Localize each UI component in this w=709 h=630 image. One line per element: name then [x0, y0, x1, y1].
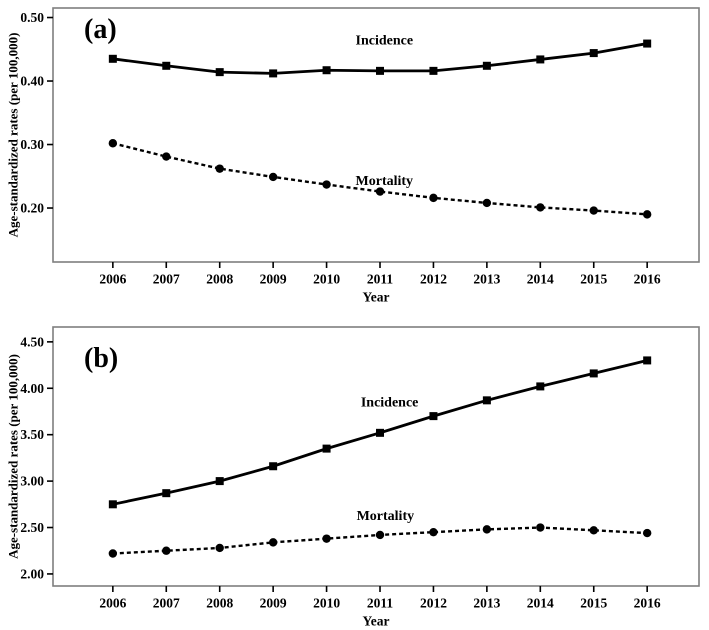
mortality-marker	[482, 198, 492, 208]
mortality-marker	[108, 549, 118, 558]
mortality-marker	[162, 546, 171, 555]
incidence-marker	[215, 477, 224, 486]
incidence-marker	[376, 428, 385, 437]
mortality-marker	[642, 528, 652, 538]
incidence-marker	[269, 69, 278, 78]
mortality-marker	[108, 139, 118, 148]
mortality-marker	[536, 523, 545, 532]
y-axis-title: Age-standardized rates (per 100,000)	[6, 33, 21, 238]
incidence-marker	[589, 369, 598, 378]
mortality-label: Mortality	[357, 509, 415, 524]
panel-letter: (b)	[84, 343, 118, 374]
x-tick-label: 2015	[580, 272, 607, 287]
x-tick-label: 2006	[99, 272, 126, 287]
panel-letter: (a)	[84, 14, 117, 45]
y-axis-title: Age-standardized rates (per 100,000)	[6, 354, 21, 559]
incidence-marker	[162, 489, 171, 498]
incidence-label: Incidence	[361, 396, 419, 411]
y-tick-label: 2.50	[20, 520, 44, 535]
incidence-marker	[482, 61, 491, 70]
incidence-marker	[536, 382, 545, 391]
mortality-marker	[642, 210, 652, 219]
x-tick-label: 2016	[634, 272, 661, 287]
incidence-marker	[162, 61, 171, 70]
plot-area-border	[52, 7, 700, 263]
mortality-marker	[589, 206, 598, 215]
mortality-marker	[215, 164, 224, 173]
mortality-marker	[375, 187, 385, 196]
x-tick-label: 2015	[580, 596, 607, 611]
mortality-marker	[429, 527, 438, 537]
x-axis-title: Year	[363, 290, 390, 305]
incidence-marker	[429, 66, 438, 75]
x-tick-label: 2008	[206, 272, 233, 287]
plot-area-border	[52, 326, 700, 587]
x-tick-label: 2008	[206, 596, 233, 611]
incidence-marker	[482, 396, 491, 405]
y-tick-label: 4.00	[20, 381, 44, 396]
x-tick-label: 2007	[153, 272, 180, 287]
x-tick-label: 2011	[367, 272, 394, 287]
incidence-marker	[108, 500, 117, 509]
x-tick-label: 2014	[527, 272, 554, 287]
mortality-marker	[589, 526, 598, 535]
x-tick-label: 2014	[527, 596, 554, 611]
mortality-marker	[215, 543, 224, 553]
x-tick-label: 2016	[634, 596, 661, 611]
x-tick-label: 2009	[260, 596, 287, 611]
incidence-marker	[322, 66, 331, 75]
incidence-marker	[322, 444, 331, 453]
x-tick-label: 2010	[313, 272, 340, 287]
x-axis-title: Year	[363, 614, 390, 629]
y-tick-label: 3.50	[20, 427, 44, 442]
mortality-marker	[429, 193, 438, 203]
x-tick-label: 2009	[260, 272, 287, 287]
x-tick-label: 2012	[420, 272, 447, 287]
y-tick-label: 4.50	[20, 334, 44, 349]
mortality-marker	[322, 534, 331, 543]
incidence-marker	[376, 66, 385, 75]
x-tick-label: 2010	[313, 596, 340, 611]
incidence-marker	[429, 412, 438, 421]
mortality-line	[112, 142, 648, 216]
mortality-marker	[482, 525, 492, 534]
x-tick-label: 2012	[420, 596, 447, 611]
incidence-marker	[108, 54, 117, 63]
y-tick-label: 0.30	[20, 137, 44, 152]
mortality-marker	[536, 203, 545, 212]
incidence-marker	[589, 49, 598, 58]
incidence-label: Incidence	[356, 34, 414, 49]
panel-a-chart: 0.20 0.30 0.40 0.50 2006 2007 2008 2009 2010 2011…	[6, 7, 700, 305]
incidence-marker	[215, 68, 224, 77]
y-tick-label: 3.00	[20, 474, 44, 489]
y-tick-label: 0.40	[20, 74, 44, 89]
panel-b-chart: 2.00 2.50 3.00 3.50 4.00 4.50 2006 2007 2008 2009…	[6, 326, 700, 629]
mortality-marker	[322, 180, 331, 189]
x-tick-label: 2006	[99, 596, 126, 611]
y-tick-label: 2.00	[20, 566, 44, 581]
mortality-label: Mortality	[356, 174, 414, 189]
incidence-marker	[643, 356, 652, 365]
mortality-marker	[162, 152, 171, 161]
incidence-marker	[269, 462, 278, 471]
incidence-marker	[643, 39, 652, 48]
incidence-marker	[536, 55, 545, 64]
y-tick-label: 0.20	[20, 201, 44, 216]
x-tick-label: 2013	[473, 272, 500, 287]
x-tick-label: 2013	[473, 596, 500, 611]
mortality-marker	[268, 538, 278, 547]
y-tick-label: 0.50	[20, 10, 44, 25]
x-tick-label: 2007	[153, 596, 180, 611]
mortality-marker	[268, 172, 278, 182]
x-tick-label: 2011	[367, 596, 394, 611]
mortality-marker	[375, 530, 385, 540]
